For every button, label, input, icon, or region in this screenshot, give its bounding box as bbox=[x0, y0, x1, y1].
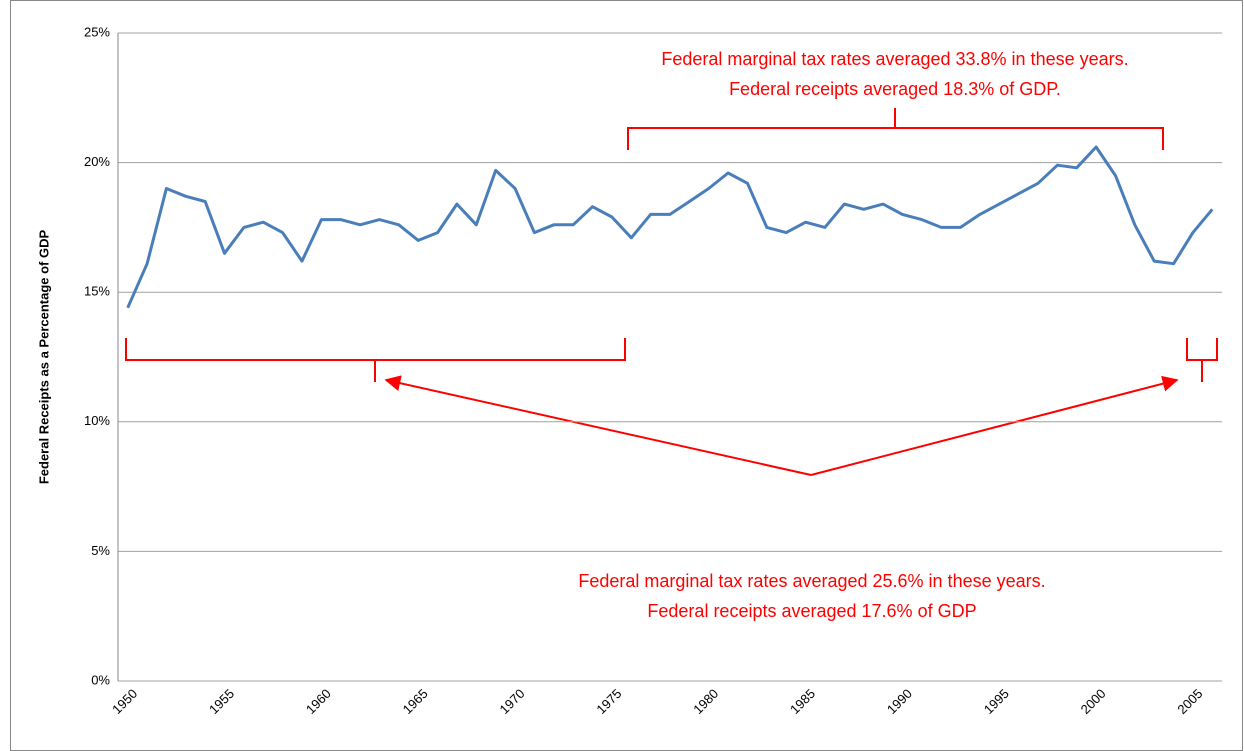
x-tick-label: 1950 bbox=[109, 686, 140, 717]
y-tick-label: 10% bbox=[84, 413, 110, 428]
x-tick-label: 1970 bbox=[497, 686, 528, 717]
y-tick-label: 25% bbox=[84, 24, 110, 39]
y-tick-label: 20% bbox=[84, 154, 110, 169]
x-tick-label: 1955 bbox=[206, 686, 237, 717]
x-tick-label: 1960 bbox=[303, 686, 334, 717]
x-tick-label: 2005 bbox=[1174, 686, 1205, 717]
annotation: Federal marginal tax rates averaged 25.6… bbox=[578, 571, 1045, 591]
bracket bbox=[125, 338, 626, 382]
data-line bbox=[126, 145, 1214, 309]
y-tick-label: 0% bbox=[91, 672, 110, 687]
y-tick-label: 15% bbox=[84, 284, 110, 299]
annotation: Federal receipts averaged 17.6% of GDP bbox=[647, 601, 976, 621]
annotation: Federal receipts averaged 18.3% of GDP. bbox=[729, 79, 1061, 99]
arrow bbox=[810, 375, 1179, 476]
x-tick-label: 1995 bbox=[981, 686, 1012, 717]
x-tick-label: 1965 bbox=[400, 686, 431, 717]
x-tick-label: 1990 bbox=[884, 686, 915, 717]
x-tick-label: 1985 bbox=[787, 686, 818, 717]
annotation: Federal marginal tax rates averaged 33.8… bbox=[661, 49, 1128, 69]
y-axis-label: Federal Receipts as a Percentage of GDP bbox=[36, 230, 51, 485]
bracket bbox=[627, 108, 1164, 150]
x-tick-label: 1980 bbox=[690, 686, 721, 717]
x-tick-label: 1975 bbox=[593, 686, 624, 717]
chart-frame bbox=[10, 0, 1243, 751]
bracket bbox=[1186, 338, 1218, 382]
y-tick-label: 5% bbox=[91, 543, 110, 558]
x-tick-label: 2000 bbox=[1078, 686, 1109, 717]
arrow bbox=[384, 375, 812, 476]
